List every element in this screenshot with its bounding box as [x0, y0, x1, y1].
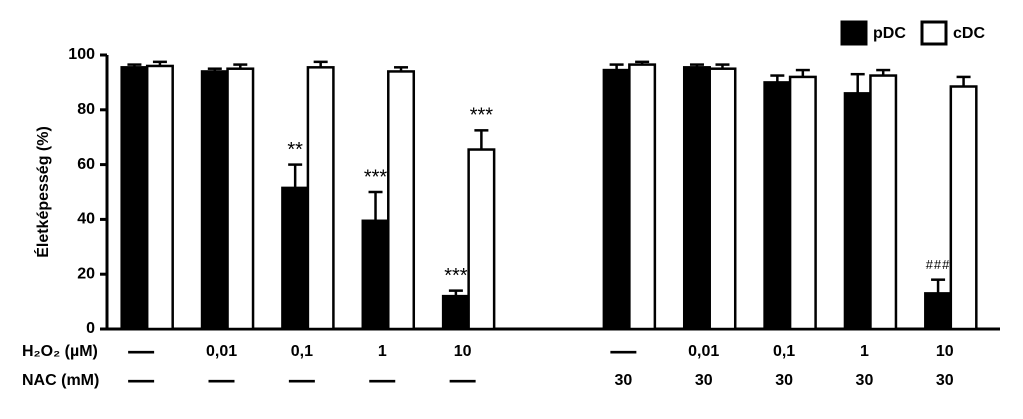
x-row-value: —	[289, 364, 315, 394]
y-tick-label: 60	[77, 156, 95, 173]
bar	[602, 68, 631, 331]
x-row-value: 1	[860, 343, 869, 360]
x-row-value: 10	[454, 343, 472, 360]
y-tick-label: 100	[68, 46, 95, 63]
bar	[949, 85, 978, 331]
x-row-value: 1	[378, 343, 387, 360]
legend-label: pDC	[873, 25, 906, 42]
bar	[200, 70, 229, 331]
x-row-value: —	[128, 364, 154, 394]
legend-label: cDC	[953, 25, 985, 42]
x-row-value: 0,01	[206, 343, 237, 360]
bar	[387, 70, 416, 331]
x-row-value: —	[209, 364, 235, 394]
bar	[145, 64, 174, 331]
x-row-value: 30	[856, 372, 874, 389]
x-row-label: H₂O₂ (µM)	[22, 343, 98, 360]
y-tick-label: 20	[77, 265, 95, 282]
x-row-value: 0,1	[773, 343, 795, 360]
x-row-value: 30	[936, 372, 954, 389]
bar	[120, 66, 149, 331]
bar	[763, 81, 792, 331]
legend-swatch	[920, 20, 948, 46]
bar	[924, 292, 953, 331]
x-row-value: 0,01	[688, 343, 719, 360]
x-row-value: 10	[936, 343, 954, 360]
annotation: **	[287, 139, 303, 161]
bar	[869, 74, 898, 331]
y-tick-label: 40	[77, 211, 95, 228]
bar	[628, 63, 657, 331]
bar	[281, 186, 310, 331]
x-row-value: —	[128, 335, 154, 365]
annotation: ***	[470, 105, 494, 127]
legend-swatch	[840, 20, 868, 46]
x-row-value: —	[369, 364, 395, 394]
x-row-value: 30	[775, 372, 793, 389]
bar	[788, 75, 817, 331]
y-tick-label: 0	[86, 320, 95, 337]
x-row-value: 30	[695, 372, 713, 389]
annotation: ***	[444, 265, 468, 287]
y-axis-label: Életképesség (%)	[33, 126, 52, 258]
x-row-value: 30	[614, 372, 632, 389]
x-row-value: —	[610, 335, 636, 365]
annotation: ***	[364, 166, 388, 188]
bar	[708, 67, 737, 331]
bar	[843, 92, 872, 331]
bar	[306, 66, 335, 331]
x-row-label: NAC (mM)	[22, 372, 99, 389]
bar	[226, 67, 255, 331]
bar	[361, 219, 390, 331]
annotation: ###	[926, 257, 951, 272]
y-tick-label: 80	[77, 101, 95, 118]
bar	[682, 66, 711, 331]
bar	[441, 294, 470, 331]
x-row-value: —	[450, 364, 476, 394]
bar	[467, 148, 496, 331]
x-row-value: 0,1	[291, 343, 313, 360]
